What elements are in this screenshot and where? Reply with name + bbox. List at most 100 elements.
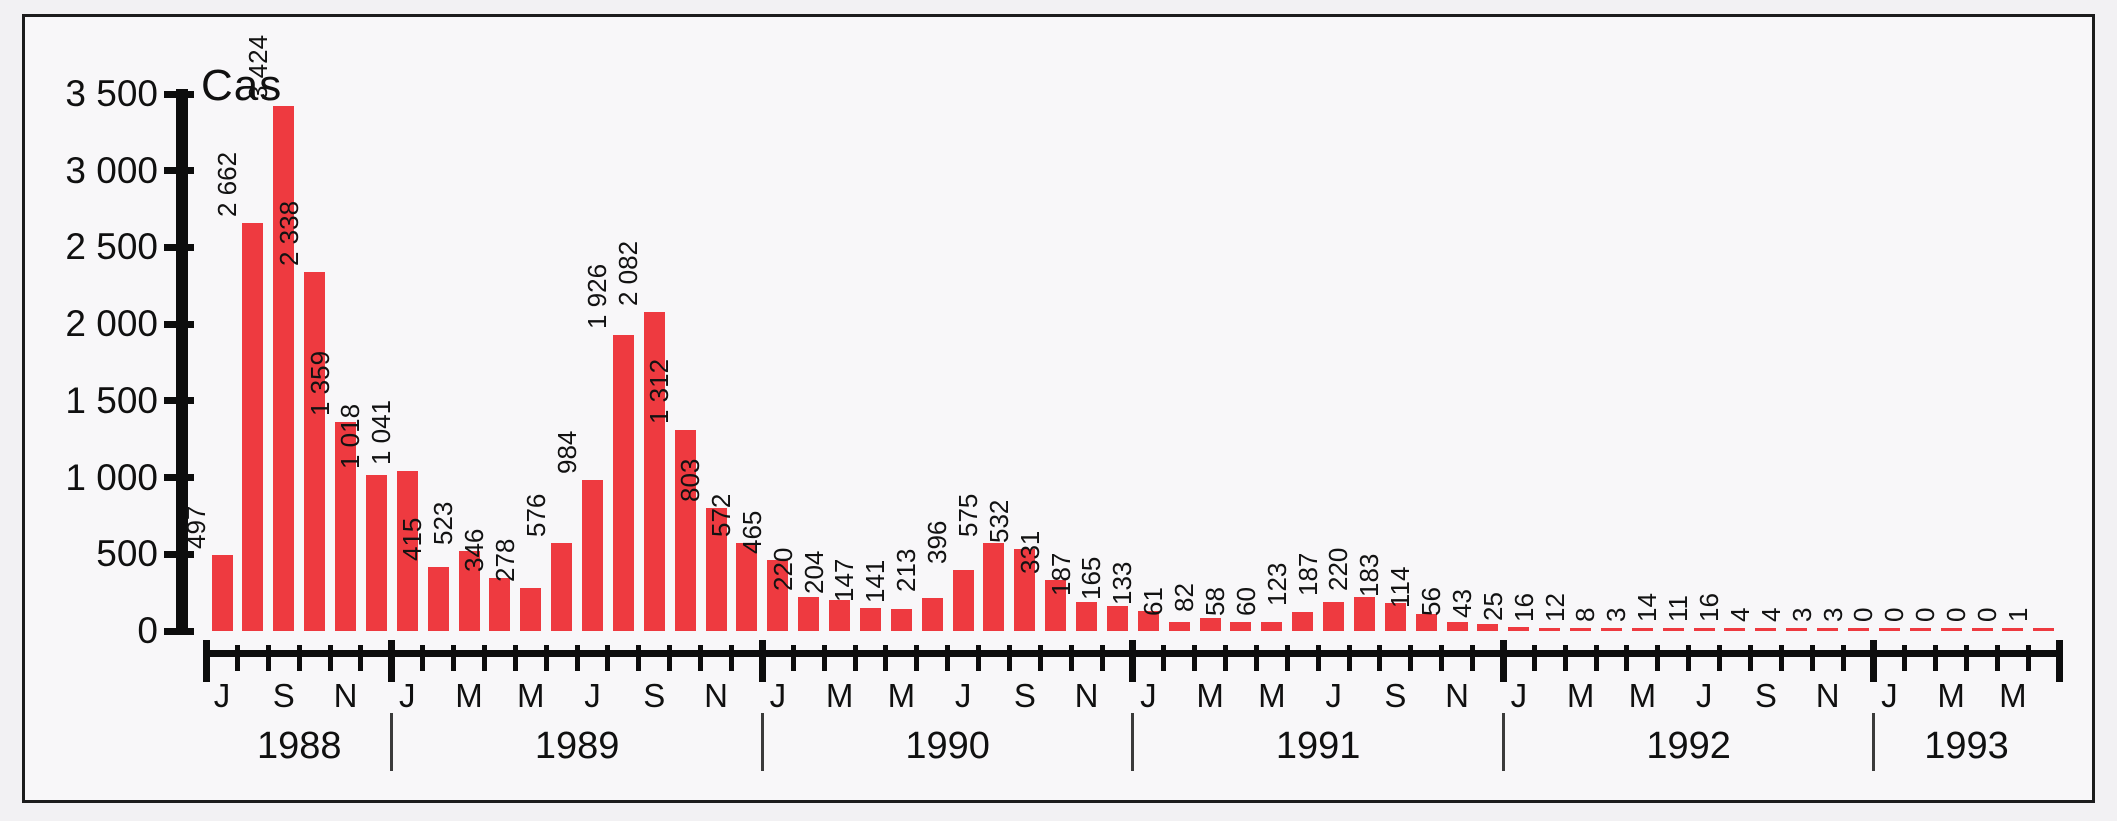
x-year-label: 1991 bbox=[1275, 725, 1361, 767]
y-axis-tick bbox=[164, 320, 194, 328]
bar bbox=[1848, 627, 1869, 631]
bar-value-label: 1 bbox=[2002, 607, 2033, 622]
bar bbox=[643, 311, 665, 631]
bar-value-label: 16 bbox=[1693, 592, 1724, 622]
x-axis-minor-tick bbox=[1624, 645, 1630, 671]
bar-value-label: 11 bbox=[1663, 594, 1694, 622]
x-axis-minor-tick bbox=[729, 645, 734, 671]
x-axis-minor-tick bbox=[265, 645, 271, 671]
x-axis-minor-tick bbox=[2025, 645, 2031, 671]
x-axis-minor-tick bbox=[481, 645, 487, 671]
bar bbox=[1230, 622, 1252, 631]
bar-value-label: 1 359 bbox=[304, 351, 335, 417]
x-axis-minor-tick bbox=[667, 645, 673, 671]
bar-value-label: 114 bbox=[1385, 566, 1416, 608]
x-axis-minor-tick bbox=[451, 645, 457, 671]
bar-value-label: 278 bbox=[489, 538, 520, 583]
x-month-label: J bbox=[1510, 677, 1528, 714]
x-axis-minor-tick bbox=[1840, 645, 1846, 671]
bar-value-label: 4 bbox=[1724, 607, 1755, 622]
bar bbox=[458, 550, 480, 631]
y-axis-tick-label: 1 000 bbox=[65, 456, 158, 498]
x-month-label: N bbox=[1074, 677, 1099, 714]
bar bbox=[1323, 602, 1345, 631]
x-axis-minor-tick bbox=[358, 645, 364, 671]
bar-value-label: 497 bbox=[181, 505, 212, 549]
bar-value-label: 12 bbox=[1539, 592, 1570, 622]
x-year-label: 1990 bbox=[905, 725, 990, 767]
x-axis-minor-tick bbox=[1470, 645, 1476, 671]
bar bbox=[1014, 549, 1036, 631]
y-axis-tick bbox=[164, 167, 194, 175]
bar bbox=[2033, 627, 2055, 631]
x-month-label: M bbox=[1937, 677, 1965, 714]
bar-value-label: 1 041 bbox=[366, 400, 397, 466]
x-axis-minor-tick bbox=[1161, 645, 1167, 671]
bar-value-label: 187 bbox=[1292, 552, 1323, 597]
x-year-label: 1993 bbox=[1924, 725, 2009, 767]
x-axis-major-tick bbox=[1499, 640, 1507, 682]
x-month-label: S bbox=[1754, 677, 1777, 714]
x-year-label: 1992 bbox=[1646, 725, 1731, 767]
x-axis-minor-tick bbox=[512, 645, 518, 671]
x-axis-minor-tick bbox=[543, 645, 549, 671]
x-axis-minor-tick bbox=[821, 645, 827, 671]
x-month-label: S bbox=[272, 677, 295, 714]
x-axis-minor-tick bbox=[1593, 645, 1599, 671]
y-axis-tick-label: 3 500 bbox=[65, 73, 158, 114]
x-month-label: M bbox=[517, 677, 545, 714]
bar-value-label: 56 bbox=[1416, 587, 1447, 617]
x-axis-minor-tick bbox=[852, 645, 858, 671]
x-month-label: N bbox=[1445, 677, 1470, 714]
bar bbox=[1415, 613, 1437, 631]
bar-value-label: 3 424 bbox=[242, 34, 273, 100]
bar-value-label: 532 bbox=[983, 499, 1014, 544]
bar-value-label: 0 bbox=[1941, 607, 1971, 622]
bar bbox=[1045, 580, 1067, 631]
x-axis-minor-tick bbox=[1068, 645, 1074, 671]
y-axis-tick bbox=[164, 397, 194, 405]
bar bbox=[952, 570, 974, 631]
x-month-label: N bbox=[704, 677, 728, 714]
bar-value-label: 25 bbox=[1477, 592, 1508, 622]
bar-value-label: 4 bbox=[1755, 607, 1786, 622]
bar bbox=[1106, 605, 1128, 631]
bar bbox=[859, 608, 881, 631]
bar-value-label: 147 bbox=[829, 559, 860, 603]
x-month-label: M bbox=[1258, 677, 1286, 714]
x-axis-minor-tick bbox=[1562, 645, 1568, 671]
y-axis-tick bbox=[164, 474, 194, 482]
x-axis-minor-tick bbox=[1655, 645, 1661, 671]
bar bbox=[1971, 627, 1993, 631]
bar bbox=[1384, 602, 1406, 631]
bar-value-label: 141 bbox=[860, 559, 891, 604]
bar bbox=[1662, 627, 1684, 631]
bar-value-label: 3 bbox=[1817, 607, 1848, 622]
year-separator-line bbox=[390, 713, 394, 771]
bar-value-label: 331 bbox=[1014, 530, 1045, 575]
bar-value-label: 1 018 bbox=[335, 403, 366, 469]
x-month-label: M bbox=[825, 677, 854, 714]
x-axis-major-tick bbox=[758, 640, 766, 682]
x-axis-minor-tick bbox=[574, 645, 580, 671]
x-axis-minor-tick bbox=[1686, 645, 1692, 671]
x-month-label: J bbox=[1325, 677, 1342, 714]
bar-value-label: 165 bbox=[1076, 556, 1107, 600]
bar bbox=[767, 559, 789, 631]
bar bbox=[1786, 627, 1808, 631]
x-month-label: N bbox=[1815, 677, 1840, 714]
bar bbox=[1817, 627, 1839, 631]
x-axis-minor-tick bbox=[296, 645, 302, 671]
x-axis-major-tick bbox=[203, 640, 211, 682]
x-month-label: J bbox=[213, 677, 231, 714]
bar-value-label: 0 bbox=[1910, 607, 1941, 622]
bar-value-label: 220 bbox=[767, 547, 798, 592]
x-axis-minor-tick bbox=[1964, 645, 1970, 671]
bar bbox=[1353, 597, 1375, 631]
bar bbox=[983, 542, 1005, 631]
chart-title: Cas bbox=[201, 61, 283, 110]
bar-value-label: 1 926 bbox=[582, 264, 613, 330]
bar bbox=[705, 507, 727, 631]
x-axis-minor-tick bbox=[1809, 645, 1815, 671]
bar-value-label: 61 bbox=[1138, 586, 1169, 616]
